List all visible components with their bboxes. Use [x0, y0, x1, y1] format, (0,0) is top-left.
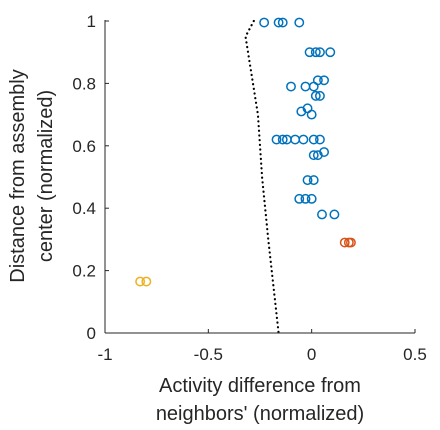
- data-point: [277, 17, 288, 28]
- data-point: [308, 150, 319, 161]
- data-point: [290, 134, 301, 145]
- data-point: [273, 17, 284, 28]
- data-point: [294, 193, 305, 204]
- data-point: [300, 193, 311, 204]
- data-point: [308, 134, 319, 145]
- x-tick-label: 0: [307, 345, 316, 364]
- data-point: [286, 81, 296, 92]
- data-point: [314, 134, 325, 145]
- y-tick-label: 0: [87, 324, 96, 343]
- x-axis-label-line2: neighbors' (normalized): [156, 403, 364, 425]
- data-point: [304, 47, 315, 58]
- data-point: [339, 237, 350, 248]
- data-point: [310, 90, 321, 101]
- data-point: [345, 237, 356, 248]
- data-point: [308, 175, 319, 186]
- data-point: [298, 134, 309, 145]
- y-tick-label: 0.8: [72, 74, 96, 93]
- data-point: [259, 17, 270, 28]
- data-point: [135, 276, 146, 287]
- x-tick-label: -0.5: [194, 345, 223, 364]
- y-tick-label: 0.6: [72, 137, 96, 156]
- data-point: [312, 75, 323, 86]
- data-point: [310, 47, 321, 58]
- data-point: [317, 209, 327, 220]
- y-axis-label-line2: center (normalized): [35, 90, 57, 262]
- data-point: [306, 109, 317, 120]
- data-point: [271, 134, 282, 145]
- data-point: [277, 134, 288, 145]
- data-point: [302, 175, 313, 186]
- data-point: [306, 193, 317, 204]
- y-axis-label-line1: Distance from assembly: [7, 69, 29, 282]
- data-point: [294, 17, 305, 28]
- data-point: [319, 147, 330, 157]
- x-tick-label: -1: [97, 345, 112, 364]
- data-point: [141, 276, 152, 287]
- y-tick-label: 1: [87, 12, 96, 31]
- data-point: [329, 209, 340, 220]
- y-tick-label: 0.2: [72, 262, 96, 281]
- y-tick-label: 0.4: [72, 199, 96, 218]
- reference-dotted-line: [244, 19, 280, 335]
- data-point: [314, 90, 325, 101]
- x-tick-label: 0.5: [403, 345, 427, 364]
- x-axis-label-line1: Activity difference from: [159, 375, 361, 397]
- data-point: [314, 47, 325, 58]
- data-point: [300, 81, 311, 92]
- data-point: [319, 75, 330, 86]
- data-point: [325, 47, 336, 58]
